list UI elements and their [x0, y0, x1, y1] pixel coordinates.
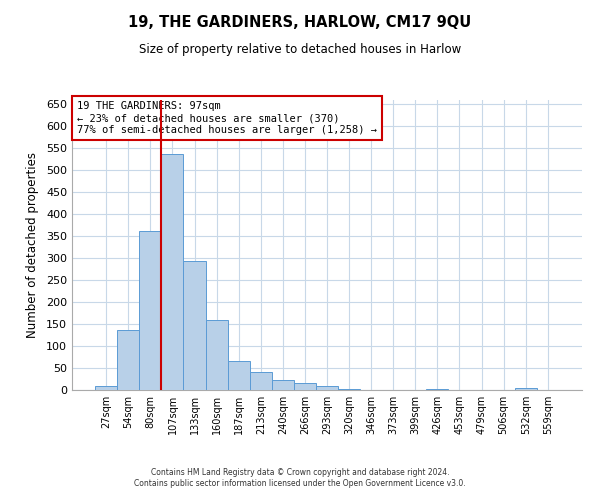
Text: 19 THE GARDINERS: 97sqm
← 23% of detached houses are smaller (370)
77% of semi-d: 19 THE GARDINERS: 97sqm ← 23% of detache…: [77, 102, 377, 134]
Bar: [427, 388, 448, 390]
Bar: [316, 386, 338, 390]
Bar: [95, 386, 117, 390]
Y-axis label: Number of detached properties: Number of detached properties: [26, 152, 39, 338]
Bar: [294, 384, 316, 390]
Bar: [206, 320, 227, 390]
Bar: [117, 330, 139, 390]
Bar: [515, 388, 537, 390]
Bar: [161, 154, 184, 390]
Bar: [338, 388, 360, 390]
Bar: [272, 380, 294, 390]
Text: 19, THE GARDINERS, HARLOW, CM17 9QU: 19, THE GARDINERS, HARLOW, CM17 9QU: [128, 15, 472, 30]
Text: Size of property relative to detached houses in Harlow: Size of property relative to detached ho…: [139, 42, 461, 56]
Bar: [139, 231, 161, 390]
Bar: [250, 372, 272, 390]
Bar: [184, 262, 206, 390]
Text: Contains HM Land Registry data © Crown copyright and database right 2024.
Contai: Contains HM Land Registry data © Crown c…: [134, 468, 466, 487]
Bar: [227, 362, 250, 390]
